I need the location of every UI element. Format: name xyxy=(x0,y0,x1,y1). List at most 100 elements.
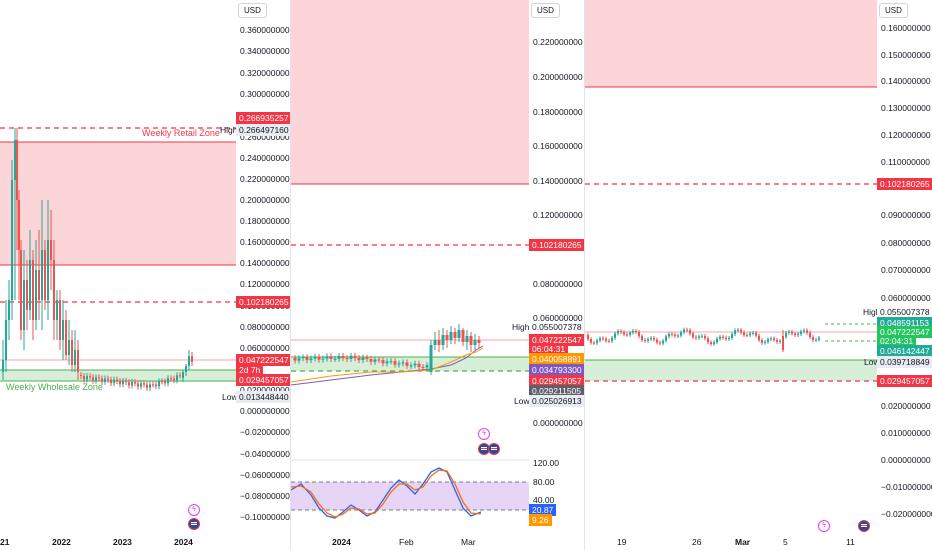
candle-body xyxy=(617,331,619,334)
candle-body xyxy=(417,363,421,367)
candle-body xyxy=(8,300,10,320)
candle-body xyxy=(29,260,31,310)
gray-price-tag: 0.029211505 xyxy=(529,385,584,397)
candle-body xyxy=(680,332,682,336)
y-tick: 0.060000000 xyxy=(240,343,290,353)
candle-body xyxy=(653,338,655,340)
candle-body xyxy=(445,335,449,340)
weekly-plot[interactable] xyxy=(0,0,236,550)
currency-button[interactable]: USD xyxy=(531,3,560,18)
candle-body xyxy=(35,270,37,320)
candle-body xyxy=(98,377,100,379)
candle-body xyxy=(719,336,721,339)
candle-body xyxy=(644,340,646,342)
candle-body xyxy=(191,356,193,362)
candle-body xyxy=(119,380,121,385)
earnings-event-icon[interactable]: ϟ xyxy=(478,428,490,440)
candle-body xyxy=(68,340,70,355)
price-axis[interactable]: USD 0.160000000 0.150000000 0.140000000 0.1… xyxy=(877,0,932,550)
candle-body xyxy=(95,377,97,381)
wholesale-zone-box xyxy=(0,370,236,381)
candle-body xyxy=(794,333,796,336)
osc-tick-120: 120.00 xyxy=(533,458,559,468)
candle-body xyxy=(18,200,20,250)
chart-pane-daily[interactable]: ϟ 2024 Feb Mar High Low USD 0.220000000 0… xyxy=(291,0,584,550)
currency-button[interactable]: USD xyxy=(879,3,908,18)
candle-body xyxy=(437,340,441,345)
earnings-event-icon[interactable]: ϟ xyxy=(818,520,830,532)
candle-body xyxy=(389,361,393,363)
candle-body xyxy=(425,365,429,368)
y-tick: 0.320000000 xyxy=(240,68,290,78)
y-tick: −0.060000000 xyxy=(240,470,290,480)
pane-separator-2[interactable] xyxy=(584,0,585,550)
low-label: Low xyxy=(514,396,530,406)
candle-body xyxy=(297,358,301,361)
low-label: Low xyxy=(864,357,880,367)
candle-body xyxy=(32,260,34,320)
candle-body xyxy=(321,358,325,360)
candle-body xyxy=(176,375,178,381)
candle-body xyxy=(599,338,601,341)
candle-body xyxy=(56,300,58,320)
hourly-plot[interactable] xyxy=(585,0,877,550)
y-tick: 0.240000000 xyxy=(240,153,290,163)
us-flag-icon[interactable] xyxy=(188,518,200,530)
hourly-candles xyxy=(587,327,820,352)
x-label-2023: 2023 xyxy=(113,537,132,547)
candle-body xyxy=(44,250,46,300)
candle-body xyxy=(50,240,52,260)
earnings-event-icon[interactable]: ϟ xyxy=(188,504,200,516)
x-label-mar: Mar xyxy=(735,537,751,547)
pane-separator[interactable] xyxy=(290,0,291,550)
stoch-k-tag: 20.87 xyxy=(529,504,557,516)
candle-body xyxy=(309,358,313,361)
daily-candles xyxy=(293,324,481,375)
candle-body xyxy=(725,337,727,340)
chart-pane-weekly[interactable]: Weekly Retail Zone Weekly Wholesale Zone… xyxy=(0,0,290,550)
candle-body xyxy=(641,336,643,341)
candle-body xyxy=(83,376,85,380)
price-axis[interactable]: USD 0.220000000 0.200000000 0.180000000 0.1… xyxy=(529,0,584,550)
y-tick: 0.200000000 xyxy=(240,195,290,205)
candle-body xyxy=(110,379,112,384)
candle-body xyxy=(629,332,631,335)
candle-body xyxy=(701,335,703,337)
candle-body xyxy=(731,334,733,338)
resistance-price-tag: 0.102180265 xyxy=(877,178,932,190)
candle-body xyxy=(776,340,778,342)
y-tick: 0.120000000 xyxy=(240,279,290,289)
candle-body xyxy=(179,375,181,377)
candle-body xyxy=(128,382,130,386)
candle-body xyxy=(92,377,94,381)
candle-body xyxy=(800,331,802,335)
candle-body xyxy=(173,378,175,381)
us-flag-icon-2[interactable] xyxy=(488,443,500,455)
x-label-21: 21 xyxy=(0,537,10,547)
candle-body xyxy=(170,378,172,380)
y-tick: 0.160000000 xyxy=(881,23,931,33)
chart-pane-hourly[interactable]: ϟ 19 26 Mar 5 11 High Low USD 0.16000000… xyxy=(585,0,932,550)
currency-button[interactable]: USD xyxy=(238,3,267,18)
y-tick: 0.070000000 xyxy=(881,265,931,275)
candle-body xyxy=(433,340,437,345)
retail-zone-label: Weekly Retail Zone xyxy=(142,128,220,138)
candle-body xyxy=(818,337,820,340)
candle-body xyxy=(477,340,481,343)
daily-plot[interactable] xyxy=(291,0,529,550)
candle-body xyxy=(716,338,718,343)
x-label-feb: Feb xyxy=(399,537,414,547)
candle-body xyxy=(441,335,445,345)
candle-body xyxy=(333,358,337,360)
x-label-2024: 2024 xyxy=(174,537,193,547)
countdown-tag: 2d 7h xyxy=(236,364,264,376)
candle-body xyxy=(659,342,661,344)
countdown-tag: 02:04:31 xyxy=(877,335,917,347)
candle-body xyxy=(656,339,658,343)
y-tick: 0.080000000 xyxy=(533,279,583,289)
price-axis[interactable]: USD 0.360000000 0.340000000 0.320000000 0.3… xyxy=(236,0,290,550)
candle-body xyxy=(149,384,151,388)
us-flag-icon[interactable] xyxy=(858,520,870,532)
us-flag-icon[interactable] xyxy=(478,443,490,455)
candle-body xyxy=(409,365,413,367)
